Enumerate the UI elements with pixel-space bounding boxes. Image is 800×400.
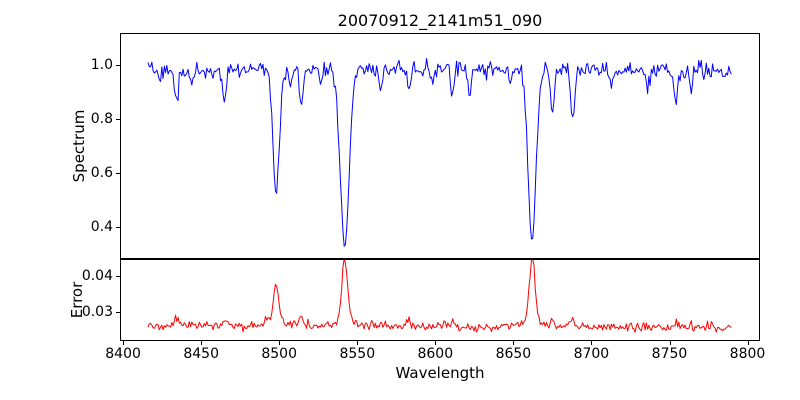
error-axes-spine <box>120 259 760 341</box>
spectrum-y-tick-label: 0.4 <box>90 218 113 235</box>
error-y-tick <box>116 275 120 277</box>
error-axes <box>120 259 760 341</box>
error-y-tick-label: 0.04 <box>81 267 113 284</box>
x-tick-label: 8400 <box>105 346 141 362</box>
spectrum-y-axis-label: Spectrum <box>70 109 88 183</box>
x-tick-label: 8500 <box>261 346 298 362</box>
x-tick-label: 8750 <box>651 346 688 362</box>
spectrum-y-tick-label: 0.8 <box>90 111 113 128</box>
error-line <box>147 259 732 333</box>
spectrum-y-tick-label: 1.0 <box>90 57 113 74</box>
x-tick <box>513 341 515 345</box>
x-tick <box>591 341 593 345</box>
spectrum-y-tick <box>116 172 120 174</box>
x-tick <box>747 341 749 345</box>
x-tick-label: 8550 <box>339 346 376 362</box>
x-tick <box>357 341 359 345</box>
x-axis-label: Wavelength <box>395 364 485 382</box>
error-y-tick <box>116 311 120 313</box>
x-tick-label: 8800 <box>729 346 766 362</box>
x-tick-label: 8650 <box>495 346 532 362</box>
x-tick <box>279 341 281 345</box>
x-tick <box>201 341 203 345</box>
x-tick <box>123 341 125 345</box>
spectrum-y-tick <box>116 65 120 67</box>
x-tick-label: 8700 <box>573 346 610 362</box>
plot-title: 20070912_2141m51_090 <box>337 11 543 30</box>
error-plot-area <box>120 259 760 341</box>
error-y-tick-label: 0.03 <box>81 303 113 320</box>
x-tick <box>435 341 437 345</box>
spectrum-axes-spine <box>120 33 760 259</box>
spectrum-y-tick <box>116 226 120 228</box>
x-tick-label: 8600 <box>417 346 454 362</box>
x-tick <box>669 341 671 345</box>
spectrum-line <box>147 58 732 247</box>
x-tick-label: 8450 <box>183 346 220 362</box>
spectrum-plot-area <box>120 33 760 259</box>
spectrum-axes <box>120 33 760 259</box>
spectrum-y-tick <box>116 119 120 121</box>
spectrum-y-tick-label: 0.6 <box>90 164 113 181</box>
